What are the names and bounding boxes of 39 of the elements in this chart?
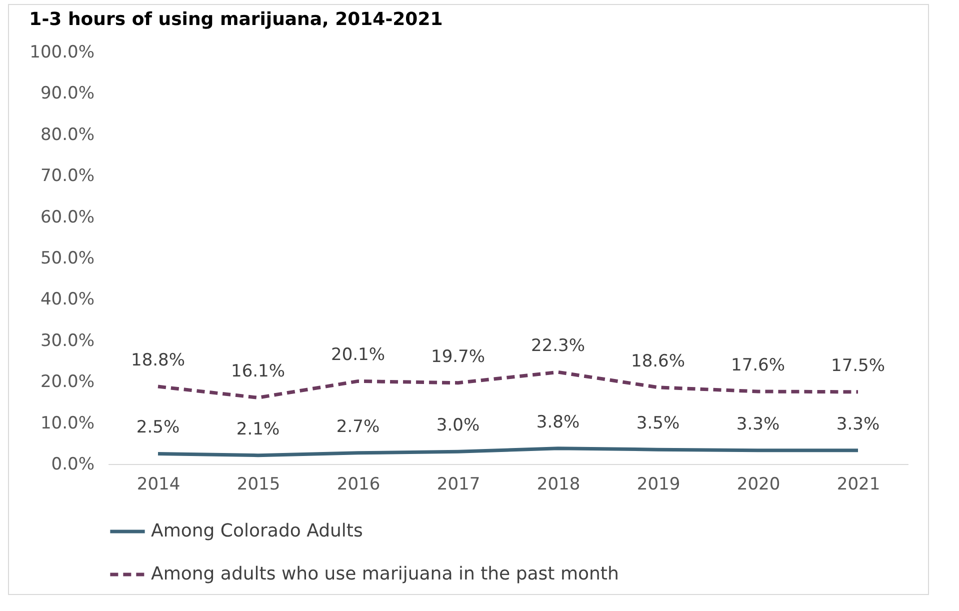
data-label: 18.6%	[630, 351, 686, 372]
data-label: 17.6%	[730, 355, 786, 376]
data-label: 2.7%	[336, 416, 380, 437]
y-tick-label: 50.0%	[40, 248, 94, 268]
data-label: 3.3%	[836, 414, 880, 434]
y-tick-label: 60.0%	[40, 207, 94, 228]
y-tick-label: 100.0%	[30, 42, 94, 62]
x-tick-label: 2020	[736, 474, 780, 494]
x-tick-label: 2021	[836, 474, 880, 494]
x-tick-label: 2015	[236, 474, 280, 494]
x-tick-label: 2017	[436, 474, 480, 494]
data-label: 18.8%	[130, 350, 186, 371]
data-label: 3.5%	[636, 414, 680, 434]
y-tick-label: 80.0%	[40, 124, 94, 145]
y-tick-label: 30.0%	[40, 330, 94, 351]
legend-label: Among Colorado Adults	[151, 520, 363, 542]
data-label: 17.5%	[830, 356, 886, 376]
y-tick-label: 10.0%	[40, 413, 94, 434]
data-label: 22.3%	[530, 336, 586, 356]
y-tick-label: 0.0%	[51, 454, 94, 474]
data-label: 16.1%	[230, 362, 286, 382]
line-series	[156, 446, 860, 458]
y-tick-label: 40.0%	[40, 290, 94, 310]
data-label: 2.1%	[236, 419, 280, 440]
data-label: 19.7%	[430, 346, 486, 367]
y-tick-label: 20.0%	[40, 372, 94, 392]
data-label: 20.1%	[330, 345, 386, 366]
data-label: 2.5%	[136, 418, 180, 438]
data-label: 3.3%	[736, 414, 780, 434]
x-tick-label: 2019	[636, 474, 680, 494]
y-tick-label: 70.0%	[40, 166, 94, 186]
data-label: 3.8%	[536, 412, 580, 432]
chart-title: 1-3 hours of using marijuana, 2014-2021	[29, 9, 443, 30]
x-tick-label: 2014	[136, 474, 180, 494]
legend-label: Among adults who use marijuana in the past month	[151, 564, 619, 584]
x-tick-label: 2016	[336, 474, 380, 494]
y-tick-label: 90.0%	[40, 84, 94, 104]
x-tick-label: 2018	[536, 474, 580, 494]
data-label: 3.0%	[436, 416, 480, 436]
